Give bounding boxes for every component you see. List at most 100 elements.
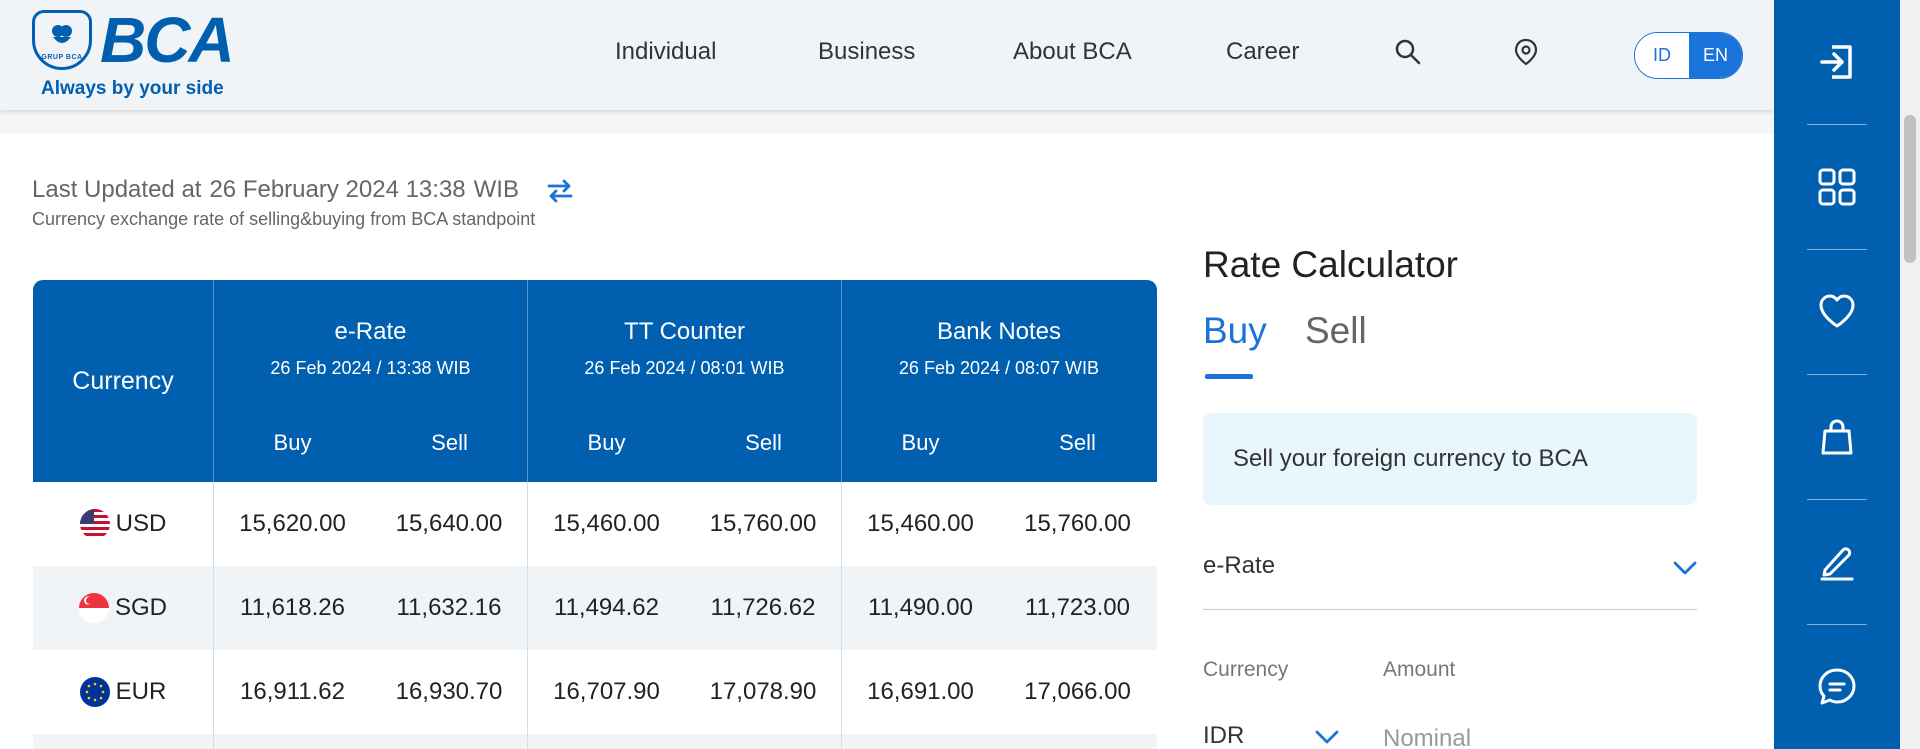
site-header: GRUP BCA BCA Always by your side Individ… — [0, 0, 1774, 110]
chat-button[interactable] — [1774, 625, 1900, 749]
currency-code: EUR — [115, 678, 167, 705]
calculator-title: Rate Calculator — [1203, 244, 1459, 285]
erate-sell-value: 16,930.70 — [371, 650, 528, 734]
nav-item-career[interactable]: Career — [1226, 38, 1300, 65]
buy-column-header: Buy — [273, 430, 312, 455]
exchange-rate-table: Currency e-Rate 26 Feb 2024 / 13:38 WIB … — [33, 280, 1157, 749]
currency-column-header: Currency — [33, 280, 214, 482]
quick-access-sidebar — [1774, 0, 1900, 749]
nav-item-business[interactable]: Business — [818, 38, 916, 65]
empty-cell — [371, 734, 528, 749]
sell-column-header: Sell — [1059, 430, 1096, 455]
refresh-swap-icon[interactable] — [545, 176, 575, 206]
bca-emblem-icon: GRUP BCA — [32, 10, 92, 70]
rates-subtitle: Currency exchange rate of selling&buying… — [32, 209, 536, 229]
chevron-down-icon[interactable] — [1315, 729, 1339, 745]
group-title: TT Counter — [624, 318, 745, 345]
rate-type-select[interactable]: e-Rate — [1203, 552, 1697, 610]
chevron-down-icon — [1673, 561, 1697, 575]
sg-flag-icon — [78, 593, 109, 623]
eu-flag-icon — [79, 677, 110, 707]
currency-cell: USD — [33, 482, 214, 566]
sidebar-divider — [1807, 624, 1867, 625]
amount-input[interactable] — [1383, 719, 1683, 749]
notes-sell-value: 11,723.00 — [1025, 594, 1130, 621]
shopping-bag-icon — [1821, 419, 1853, 455]
amount-label: Amount — [1383, 658, 1456, 681]
emblem-mark-icon — [52, 25, 72, 43]
currency-cell: EUR — [33, 650, 214, 734]
erate-sell-value: 11,632.16 — [371, 566, 528, 650]
search-icon[interactable] — [1394, 38, 1422, 66]
empty-cell — [528, 734, 685, 749]
login-button[interactable] — [1774, 0, 1900, 124]
tt-sell-value: 15,760.00 — [685, 482, 842, 566]
sell-column-header: Sell — [431, 430, 468, 455]
table-header: Currency e-Rate 26 Feb 2024 / 13:38 WIB … — [33, 280, 1157, 482]
tt-sell-value: 11,726.62 — [685, 566, 842, 650]
buy-column-header: Buy — [901, 430, 940, 455]
edit-icon — [1820, 547, 1854, 581]
tab-buy[interactable]: Buy — [1203, 310, 1267, 351]
currency-cell: SGD — [33, 566, 214, 650]
active-tab-indicator — [1205, 374, 1253, 379]
login-icon — [1820, 45, 1852, 79]
location-pin-icon[interactable] — [1512, 38, 1540, 66]
last-updated: Last Updated at 26 February 2024 13:38 WIB — [32, 176, 527, 204]
last-updated-label: Last Updated at — [32, 176, 202, 203]
group-date: 26 Feb 2024 / 08:01 WIB — [584, 358, 785, 378]
rate-type-value: e-Rate — [1203, 552, 1276, 579]
group-title: e-Rate — [334, 318, 407, 345]
tab-sell[interactable]: Sell — [1305, 310, 1367, 351]
sidebar-divider — [1807, 124, 1867, 125]
favorites-button[interactable] — [1774, 250, 1900, 374]
tt-sell-value: 17,078.90 — [685, 650, 842, 734]
table-row: EUR 16,911.62 16,930.70 16,707.90 17,078… — [33, 650, 1157, 734]
tt-counter-column-group: TT Counter 26 Feb 2024 / 08:01 WIB Buy S… — [528, 280, 842, 482]
currency-select[interactable]: IDR — [1203, 722, 1245, 749]
calculator-info-box: Sell your foreign currency to BCA — [1203, 413, 1697, 505]
nav-item-individual[interactable]: Individual — [615, 38, 717, 65]
empty-cell — [842, 734, 999, 749]
language-switch: ID EN — [1634, 32, 1743, 79]
erate-buy-value: 15,620.00 — [239, 510, 346, 537]
buy-column-header: Buy — [587, 430, 626, 455]
lang-id-button[interactable]: ID — [1635, 33, 1689, 78]
erate-sell-value: 15,640.00 — [371, 482, 528, 566]
sell-column-header: Sell — [745, 430, 782, 455]
bca-logo[interactable]: GRUP BCA BCA Always by your side — [32, 4, 235, 105]
shopping-button[interactable] — [1774, 375, 1900, 499]
group-date: 26 Feb 2024 / 08:07 WIB — [898, 358, 1100, 378]
last-updated-date: 26 February 2024 13:38 — [209, 176, 466, 203]
sidebar-divider — [1807, 374, 1867, 375]
tt-buy-value: 15,460.00 — [553, 510, 660, 537]
notes-buy-value: 15,460.00 — [867, 510, 974, 537]
menu-grid-button[interactable] — [1774, 125, 1900, 249]
heart-icon — [1819, 294, 1855, 328]
logo-tagline: Always by your side — [41, 78, 224, 99]
table-row: SGD 11,618.26 11,632.16 11,494.62 11,726… — [33, 566, 1157, 650]
last-updated-timezone: WIB — [473, 176, 519, 203]
notes-sell-value: 15,760.00 — [1024, 510, 1131, 537]
edit-button[interactable] — [1774, 500, 1900, 624]
logo-wordmark: BCA — [100, 4, 235, 76]
grid-icon — [1818, 168, 1856, 206]
notes-sell-value: 17,066.00 — [1024, 678, 1131, 705]
erate-buy-value: 16,911.62 — [240, 678, 345, 705]
table-row: USD 15,620.00 15,640.00 15,460.00 15,760… — [33, 482, 1157, 566]
group-title: Bank Notes — [936, 318, 1062, 345]
emblem-text: GRUP BCA — [41, 54, 83, 61]
group-date: 26 Feb 2024 / 13:38 WIB — [270, 358, 471, 378]
tt-buy-value: 11,494.62 — [554, 594, 659, 621]
sidebar-divider — [1807, 249, 1867, 250]
empty-cell — [685, 734, 842, 749]
scrollbar-thumb[interactable] — [1904, 115, 1916, 263]
sidebar-divider — [1807, 499, 1867, 500]
currency-label: Currency — [1203, 658, 1289, 681]
nav-item-about[interactable]: About BCA — [1013, 38, 1132, 65]
currency-cell — [33, 734, 214, 749]
lang-en-button[interactable]: EN — [1689, 33, 1742, 78]
page-scrollbar[interactable] — [1900, 0, 1920, 749]
table-row — [33, 734, 1157, 749]
tt-buy-value: 16,707.90 — [553, 678, 660, 705]
